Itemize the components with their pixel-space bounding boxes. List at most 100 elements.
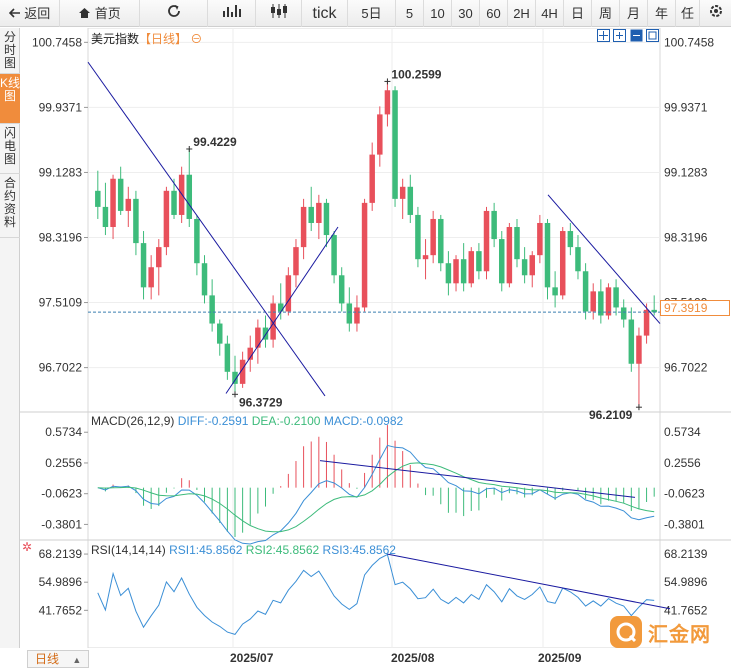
rsi-trendline (387, 553, 671, 610)
price-tick-label-right: 99.1283 (664, 165, 708, 179)
local-high-label: 99.4229 (193, 135, 237, 149)
rsi-tick-label-left: 41.7652 (39, 603, 83, 617)
back-arrow-icon (8, 1, 21, 28)
period-tab-2[interactable]: 10 (424, 0, 452, 27)
candle-body (156, 247, 162, 268)
rsi-tick-label-right: 54.9896 (664, 575, 708, 589)
candle-body (346, 303, 353, 324)
candle-body (338, 275, 345, 304)
brand-watermark: 汇金网 (610, 614, 728, 650)
candle-body (620, 307, 627, 320)
candle-body (224, 343, 231, 372)
dropdown-arrow-icon: ▲ (72, 655, 82, 665)
candle-body (544, 222, 551, 288)
period-tab-3[interactable]: 30 (452, 0, 480, 27)
sidebar-tab-timeshare[interactable]: 分时图 (0, 28, 20, 74)
rsi-line (97, 553, 655, 635)
candle-body (407, 186, 414, 215)
refresh-button[interactable] (140, 0, 208, 27)
candle-body (232, 371, 238, 384)
date-label-sep: 2025/09 (538, 651, 582, 665)
candle-body (255, 327, 261, 348)
sidebar-tab-kline[interactable]: K线图 (0, 74, 20, 124)
candle-body (285, 275, 292, 312)
candle-body (209, 295, 215, 324)
candle-body (537, 222, 543, 256)
back-label: 返回 (24, 6, 51, 21)
period-tab-10[interactable]: 年 (648, 0, 676, 27)
sun-icon[interactable]: ✲ (22, 540, 33, 554)
candle-body (521, 259, 528, 276)
period-tab-0[interactable]: 5日 (348, 0, 396, 27)
candle-body (377, 114, 383, 155)
period-tab-6[interactable]: 4H (536, 0, 564, 27)
home-button[interactable]: 首页 (60, 0, 140, 27)
period-tab-7[interactable]: 日 (564, 0, 592, 27)
candle-body (499, 239, 505, 284)
current-price-tag: 97.3919 (660, 300, 730, 316)
period-tab-9[interactable]: 月 (620, 0, 648, 27)
candle-body (300, 206, 307, 248)
candle-body (369, 154, 375, 203)
candle-body (133, 198, 139, 244)
price-tick-label-left: 99.9371 (39, 100, 83, 114)
date-label-aug: 2025/08 (391, 651, 435, 665)
candle-body (125, 198, 132, 211)
macd-tick-label-right: 0.2556 (664, 456, 701, 470)
fullscreen-icon[interactable] (646, 29, 660, 45)
kline-chart[interactable]: 100.7458 100.7458 99.9371 99.9371 99.1283 99.… (20, 28, 731, 648)
candle-body (438, 218, 444, 264)
period-tab-5[interactable]: 2H (508, 0, 536, 27)
macd-macd-value: MACD:-0.0982 (323, 414, 404, 428)
candlestick-button[interactable] (256, 0, 302, 27)
period-tab-4[interactable]: 60 (480, 0, 508, 27)
sidebar-tab-flash[interactable]: 闪电图 (0, 124, 20, 174)
candle-body (628, 319, 635, 364)
tick-button[interactable]: tick (302, 0, 348, 27)
candle-body (491, 210, 497, 240)
period-tab-8[interactable]: 周 (592, 0, 620, 27)
top-toolbar: 返回 首页 tick 5日 5 10 30 60 2H 4H 日周月年任 (0, 0, 731, 27)
zoom-out-icon[interactable] (630, 29, 643, 45)
price-tick-label-left: 96.7022 (39, 361, 83, 375)
price-tick-label-right: 99.9371 (664, 100, 708, 114)
candle-body (217, 323, 223, 344)
macd-tick-label-right: -0.0623 (664, 487, 705, 501)
indicator-button[interactable] (208, 0, 256, 27)
period-selector-tab[interactable]: 日线 ▲ (27, 650, 89, 668)
candle-body (575, 247, 581, 272)
back-button[interactable]: 返回 (0, 0, 60, 27)
candle-body (476, 251, 482, 272)
price-tick-label-left: 98.3196 (39, 231, 83, 245)
plot-frame (87, 28, 661, 648)
candle-body (651, 309, 657, 313)
macd-dea-line (97, 462, 655, 533)
watermark-text: 汇金网 (648, 624, 711, 646)
rsi-tick-label-right: 41.7652 (664, 603, 708, 617)
rsi-header: RSI(14,14,14) RSI1:45.8562 RSI2:45.8562 … (91, 543, 396, 557)
candle-body (110, 178, 116, 228)
settings-button[interactable] (700, 0, 731, 27)
candle-body (422, 255, 429, 260)
candle-body (415, 214, 421, 260)
macd-title: MACD(26,12,9) (91, 414, 175, 428)
candle-body (430, 218, 436, 256)
candlestick-icon (269, 1, 289, 28)
rsi3-value: RSI3:45.8562 (322, 543, 396, 557)
candle-body (354, 307, 360, 324)
expand-icon[interactable] (597, 29, 610, 45)
price-tick-label-left: 99.1283 (39, 165, 83, 179)
candle-body (643, 309, 650, 336)
candle-body (529, 255, 535, 276)
period-tab-11[interactable]: 任 (676, 0, 700, 27)
low-2-label: 96.2109 (589, 408, 633, 422)
candle-body (590, 291, 596, 312)
candle-body (460, 259, 467, 284)
candle-body (453, 259, 459, 284)
period-tab-1[interactable]: 5 (396, 0, 424, 27)
zoom-in-icon[interactable] (613, 29, 627, 45)
candle-body (331, 235, 337, 276)
sidebar-tab-contract[interactable]: 合约资料 (0, 174, 20, 238)
candle-body (384, 90, 391, 115)
toggle-circle-icon[interactable]: ⊖ (190, 32, 203, 46)
